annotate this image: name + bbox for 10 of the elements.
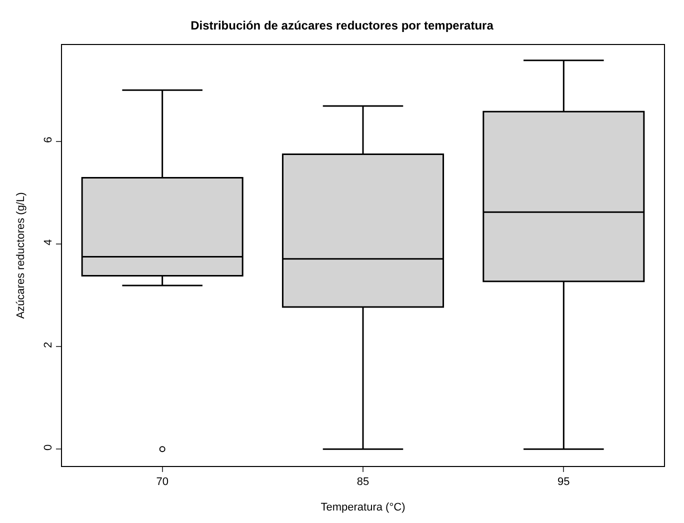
chart-title: Distribución de azúcares reductores por temperatura	[190, 18, 494, 32]
x-axis-title: Temperatura (°C)	[320, 501, 406, 514]
x-tick-label: 85	[356, 476, 370, 488]
y-tick-label: 0	[42, 444, 55, 450]
y-axis-title: Azúcares reductores (g/L)	[15, 192, 28, 319]
y-tick-label: 2	[42, 342, 55, 348]
x-tick-label: 95	[558, 476, 570, 488]
y-tick-label: 4	[42, 239, 55, 246]
x-tick-label: 70	[156, 476, 168, 488]
y-tick-label: 6	[42, 136, 55, 143]
